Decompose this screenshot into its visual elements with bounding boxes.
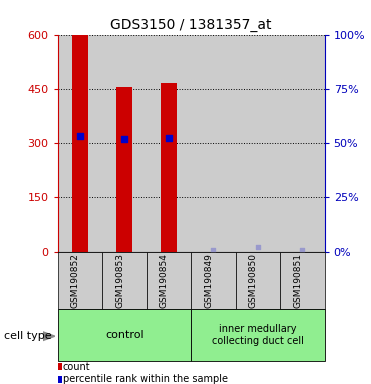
Text: GSM190850: GSM190850 bbox=[249, 253, 258, 308]
Bar bbox=[280, 252, 325, 309]
Bar bbox=[147, 35, 191, 252]
Polygon shape bbox=[43, 332, 55, 341]
Bar bbox=[58, 35, 102, 252]
Bar bbox=[236, 252, 280, 309]
Text: cell type: cell type bbox=[4, 331, 51, 341]
Bar bbox=[72, 35, 88, 252]
Point bbox=[121, 136, 127, 142]
Text: GSM190854: GSM190854 bbox=[160, 253, 169, 308]
Text: inner medullary
collecting duct cell: inner medullary collecting duct cell bbox=[212, 324, 304, 346]
Bar bbox=[280, 35, 325, 252]
Bar bbox=[58, 309, 191, 361]
Text: GSM190849: GSM190849 bbox=[204, 253, 213, 308]
Point bbox=[210, 247, 216, 253]
Bar bbox=[102, 35, 147, 252]
Text: control: control bbox=[105, 330, 144, 340]
Bar bbox=[58, 252, 102, 309]
Text: GSM190852: GSM190852 bbox=[71, 253, 80, 308]
Text: GSM190851: GSM190851 bbox=[293, 253, 302, 308]
Bar bbox=[147, 252, 191, 309]
Bar bbox=[116, 87, 132, 252]
Text: percentile rank within the sample: percentile rank within the sample bbox=[63, 374, 228, 384]
Point bbox=[166, 135, 172, 141]
Bar bbox=[191, 309, 325, 361]
Bar bbox=[236, 35, 280, 252]
Bar bbox=[191, 252, 236, 309]
Point bbox=[299, 247, 305, 253]
Point bbox=[255, 244, 261, 250]
Bar bbox=[161, 83, 177, 252]
Title: GDS3150 / 1381357_at: GDS3150 / 1381357_at bbox=[110, 18, 272, 32]
Text: GSM190853: GSM190853 bbox=[115, 253, 124, 308]
Bar bbox=[191, 35, 236, 252]
Point bbox=[77, 133, 83, 139]
Text: count: count bbox=[63, 362, 91, 372]
Bar bbox=[102, 252, 147, 309]
